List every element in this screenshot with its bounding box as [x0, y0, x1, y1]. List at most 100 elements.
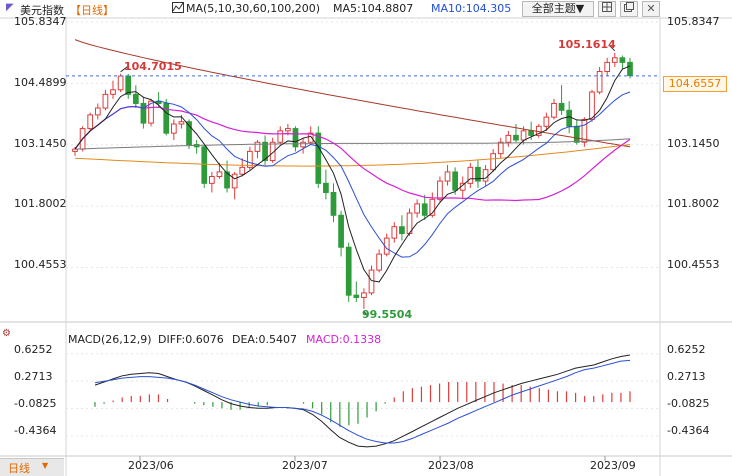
- candle-up: [604, 61, 611, 73]
- price-tick-left: 104.4899: [14, 76, 67, 89]
- macd-tick-left: -0.0825: [14, 397, 57, 410]
- candle-up: [361, 292, 367, 298]
- price-tick-left: 100.4553: [14, 258, 67, 271]
- high-annotation-right: 105.1614: [558, 38, 616, 51]
- candle-down: [475, 166, 481, 182]
- ma5-value: MA5:104.8807: [333, 2, 414, 15]
- candle-down: [627, 61, 633, 77]
- candle-down: [163, 102, 170, 134]
- candle-up: [429, 198, 436, 216]
- candle-up: [117, 75, 124, 91]
- candle-up: [581, 118, 588, 143]
- macd-tick-right: -0.0825: [667, 397, 710, 410]
- candle-up: [505, 134, 512, 143]
- candle-down: [558, 102, 565, 111]
- candle-down: [330, 191, 337, 216]
- x-tick-label: 2023/08: [428, 459, 474, 472]
- candle-up: [611, 57, 618, 63]
- candle-up: [216, 171, 223, 177]
- ma30-line: [74, 105, 631, 202]
- candle-up: [231, 173, 238, 189]
- close-icon[interactable]: ✕: [642, 1, 660, 17]
- x-tick-label: 2023/06: [128, 459, 174, 472]
- candle-down: [566, 109, 573, 127]
- candle-down: [338, 214, 344, 248]
- low-annotation: 99.5504: [362, 308, 413, 321]
- price-tick-right: 105.8347: [667, 15, 720, 28]
- ma-settings-icon[interactable]: [172, 2, 184, 16]
- candle-up: [490, 153, 497, 171]
- high-right-pointer: [608, 44, 616, 52]
- candle-down: [224, 171, 230, 189]
- candle-down: [125, 75, 132, 95]
- period-button-label: 日线: [8, 462, 30, 475]
- triangle-down-icon: ▼: [42, 461, 49, 470]
- price-tick-left: 101.8002: [14, 197, 67, 210]
- low-pointer: [363, 310, 369, 318]
- x-tick-label: 2023/09: [590, 459, 636, 472]
- macd-dea-line: [94, 359, 631, 444]
- macd-settings-icon[interactable]: ⚙: [2, 328, 11, 339]
- candle-down: [315, 132, 322, 184]
- symbol-title: 美元指数: [20, 4, 64, 17]
- ma10-line: [74, 91, 631, 258]
- macd-value: MACD:0.1338: [306, 333, 382, 346]
- ma10-value: MA10:104.305: [431, 2, 512, 15]
- candle-down: [140, 102, 147, 124]
- x-tick-label: 2023/07: [282, 459, 328, 472]
- candle-down: [262, 141, 268, 162]
- candle-up: [482, 169, 489, 182]
- macd-tick-right: -0.4364: [667, 424, 710, 437]
- candle-up: [368, 269, 375, 294]
- candle-down: [452, 171, 458, 191]
- candle-down: [573, 125, 580, 143]
- candle-up: [269, 141, 276, 162]
- candle-down: [399, 226, 405, 235]
- macd-tick-left: -0.4364: [14, 424, 57, 437]
- candle-up: [277, 130, 284, 143]
- macd-diff: DIFF:0.6076: [158, 333, 224, 346]
- candle-up: [444, 171, 451, 182]
- candle-up: [414, 203, 420, 214]
- candle-up: [596, 71, 603, 93]
- candle-down: [323, 182, 329, 193]
- high-annotation-left: 104.7015: [124, 60, 182, 73]
- period-switch[interactable]: 日线 ▼: [0, 458, 64, 476]
- candle-up: [72, 148, 78, 152]
- price-tick-left: 105.8347: [14, 15, 67, 28]
- price-tick-right: 101.8002: [667, 197, 720, 210]
- candle-up: [247, 150, 253, 168]
- chart-header: ◤ 美元指数 【日线】 MA(5,10,30,60,100,200) MA5:1…: [0, 0, 732, 18]
- ma5-line: [74, 65, 631, 283]
- price-tick-right: 103.1450: [667, 137, 720, 150]
- candle-up: [148, 100, 154, 124]
- candle-down: [513, 134, 519, 141]
- ma-params: MA(5,10,30,60,100,200): [186, 2, 321, 15]
- price-tick-right: 100.4553: [667, 258, 720, 271]
- ma-gray-line: [74, 138, 631, 150]
- macd-dea: DEA:0.5407: [232, 333, 297, 346]
- candle-up: [520, 130, 527, 141]
- candle-down: [132, 93, 139, 104]
- candle-up: [239, 166, 246, 175]
- candle-up: [178, 121, 185, 125]
- candle-down: [353, 294, 360, 298]
- candle-up: [300, 141, 306, 148]
- candle-up: [376, 253, 382, 271]
- expand-icon[interactable]: ◤: [6, 2, 14, 13]
- grid-icon[interactable]: [598, 1, 616, 17]
- candle-down: [186, 121, 192, 146]
- candle-up: [94, 107, 101, 116]
- macd-label: MACD(26,12,9): [68, 333, 152, 346]
- candle-down: [528, 130, 535, 136]
- current-price-tag: 104.6557: [663, 76, 727, 92]
- candle-up: [307, 132, 314, 143]
- ma-long-line: [74, 39, 631, 148]
- theme-dropdown-button[interactable]: 全部主题▼: [522, 1, 594, 17]
- candle-down: [421, 203, 428, 216]
- copy-icon[interactable]: [620, 1, 638, 17]
- period-tag[interactable]: 【日线】: [70, 4, 114, 17]
- macd-tick-right: 0.2713: [667, 370, 706, 383]
- candle-up: [102, 93, 109, 109]
